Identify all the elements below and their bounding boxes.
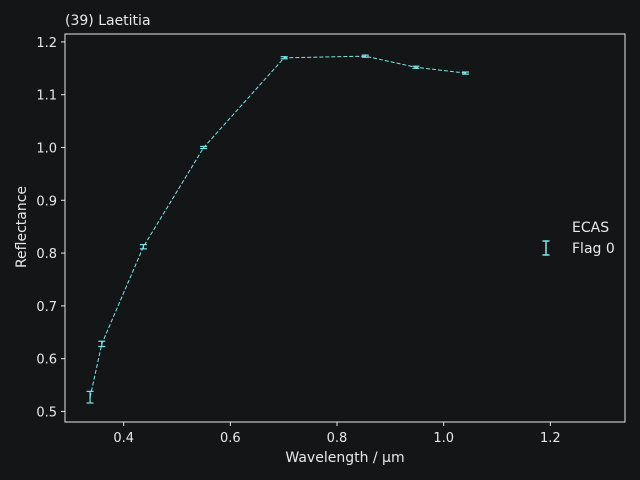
chart-title: (39) Laetitia xyxy=(65,13,151,29)
data-point xyxy=(280,56,288,60)
x-axis-label: Wavelength / µm xyxy=(285,450,404,466)
data-points xyxy=(86,54,470,404)
y-tick-label: 1.1 xyxy=(36,89,57,104)
data-point xyxy=(462,71,470,75)
series-line-ecas xyxy=(89,55,466,398)
legend-flag-label: Flag 0 xyxy=(572,241,615,257)
x-tick-label: 1.0 xyxy=(433,431,454,446)
y-axis-label: Reflectance xyxy=(14,186,30,268)
x-axis: 0.4 0.6 0.8 1.0 1.2 xyxy=(113,422,561,446)
plot-frame xyxy=(64,33,626,423)
data-point xyxy=(361,54,369,58)
y-tick-label: 0.5 xyxy=(36,405,57,420)
legend: ECAS Flag 0 xyxy=(542,220,615,257)
x-tick-label: 0.8 xyxy=(327,431,348,446)
data-point xyxy=(200,145,208,150)
x-tick-label: 1.2 xyxy=(540,431,561,446)
y-tick-label: 1.0 xyxy=(36,141,57,156)
y-tick-label: 0.7 xyxy=(36,300,57,315)
y-tick-label: 0.6 xyxy=(36,353,57,368)
y-axis: 0.5 0.6 0.7 0.8 0.9 1.0 1.1 1.2 xyxy=(36,36,65,420)
legend-errorbar-icon xyxy=(542,240,550,256)
data-point xyxy=(139,244,147,250)
data-point xyxy=(98,340,106,348)
x-tick-label: 0.4 xyxy=(113,431,134,446)
legend-title: ECAS xyxy=(572,220,609,236)
y-tick-label: 0.9 xyxy=(36,194,57,209)
data-point xyxy=(412,65,420,69)
y-tick-label: 1.2 xyxy=(36,36,57,51)
y-tick-label: 0.8 xyxy=(36,247,57,262)
x-tick-label: 0.6 xyxy=(220,431,241,446)
data-point xyxy=(86,390,94,404)
